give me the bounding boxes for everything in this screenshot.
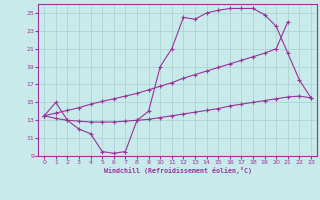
X-axis label: Windchill (Refroidissement éolien,°C): Windchill (Refroidissement éolien,°C) (104, 167, 252, 174)
